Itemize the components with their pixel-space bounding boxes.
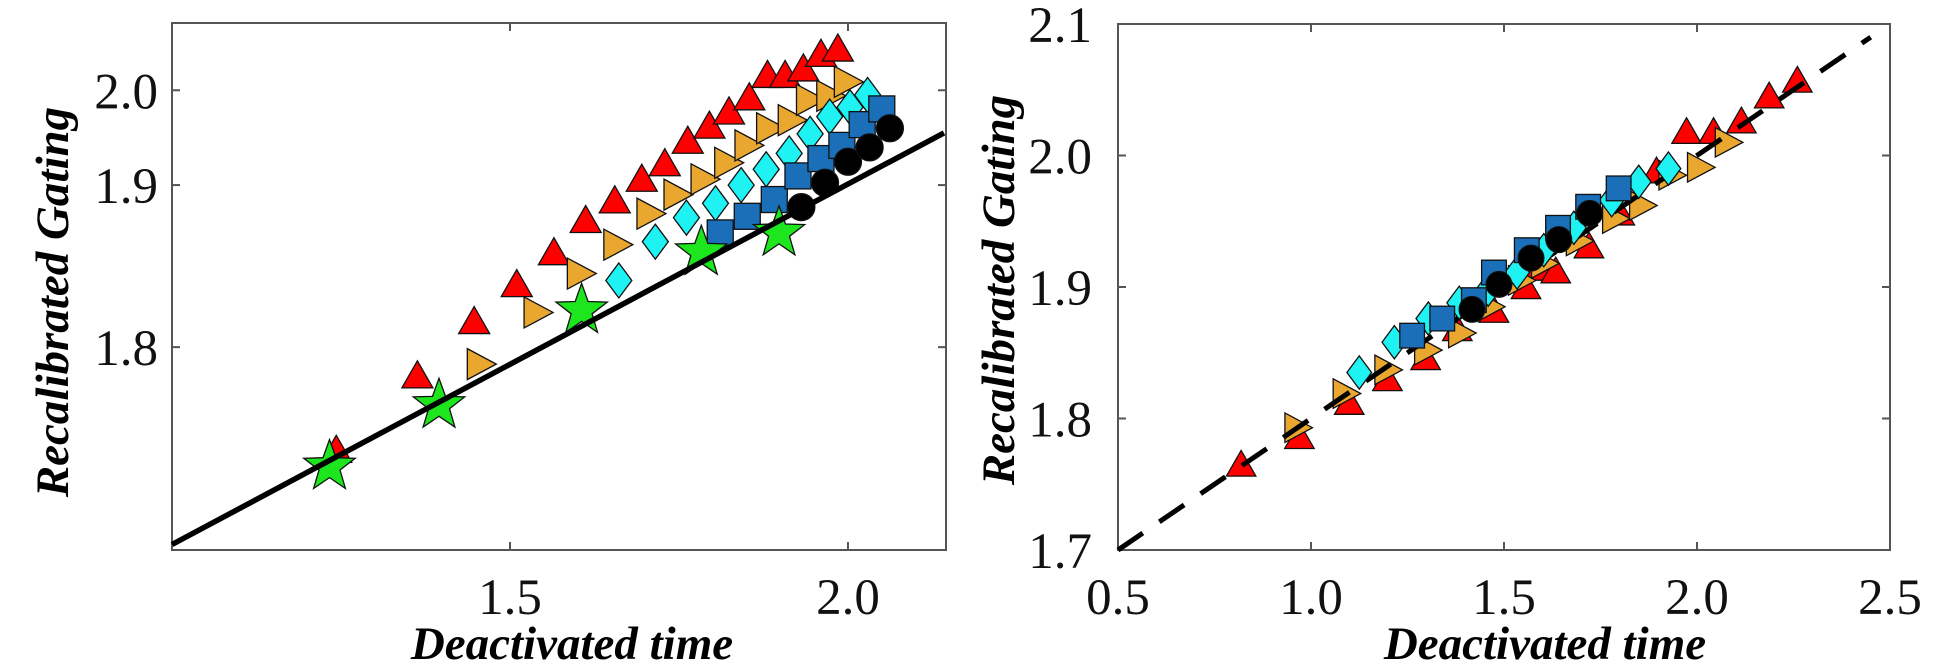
star-marker <box>554 281 610 334</box>
triangle-up-marker <box>1781 65 1814 93</box>
triangle-right-marker <box>1447 317 1478 349</box>
diamond-marker <box>672 199 701 237</box>
y-tick-label: 2.1 <box>1028 0 1092 54</box>
triangle-right-marker <box>755 111 787 145</box>
square-marker <box>733 202 761 230</box>
triangle-right-marker <box>833 65 865 99</box>
y-tick-label: 1.8 <box>1028 393 1092 449</box>
triangle-up-marker <box>537 236 571 266</box>
left-axis-ticks <box>172 23 946 550</box>
circle-marker <box>875 114 905 143</box>
x-tick-label: 1.5 <box>478 570 542 626</box>
circle-marker <box>833 147 863 176</box>
triangle-up-marker <box>692 109 727 139</box>
diamond-marker <box>727 166 755 204</box>
triangle-right-marker <box>1686 151 1717 184</box>
triangle-up-marker <box>1753 80 1786 109</box>
triangle-up-marker <box>786 52 820 82</box>
right-axis-ticks <box>1118 24 1890 550</box>
triangle-up-marker <box>500 268 534 298</box>
right-y-axis-title: Recalibrated Gating <box>973 95 1025 486</box>
left-data-series <box>170 32 946 547</box>
star-marker <box>301 437 358 490</box>
y-tick-label: 2.0 <box>1028 130 1092 186</box>
diamond-marker <box>701 184 730 222</box>
circle-marker <box>1458 295 1486 323</box>
triangle-right-marker <box>714 146 746 180</box>
triangle-up-marker <box>1539 255 1572 284</box>
square-marker <box>1399 322 1426 349</box>
circle-marker <box>1545 226 1573 254</box>
square-marker <box>706 219 734 247</box>
triangle-up-marker <box>1670 116 1703 145</box>
left-tick-labels: 1.5 2.0 1.8 1.9 2.0 <box>94 64 880 626</box>
diamond-marker <box>752 150 780 188</box>
right-x-axis-title: Deactivated time <box>1383 618 1706 670</box>
triangle-up-marker <box>648 147 682 177</box>
triangle-right-marker <box>603 228 635 262</box>
circle-marker <box>1576 199 1604 227</box>
triangle-right-marker <box>466 347 498 381</box>
right-scatter-chart: 0.5 1.0 1.5 2.0 2.5 1.7 1.8 1.9 2.0 2.1 Deactivat… <box>973 0 1922 670</box>
triangle-up-marker <box>569 204 603 234</box>
triangle-right-marker <box>690 162 722 196</box>
triangle-right-marker <box>636 197 668 231</box>
triangle-up-marker <box>732 81 766 111</box>
triangle-up-marker <box>821 32 855 62</box>
y-tick-label: 1.7 <box>1028 524 1092 580</box>
series-circle <box>1458 199 1604 323</box>
diamond-marker <box>1655 150 1682 187</box>
square-marker <box>1605 175 1632 202</box>
triangle-up-marker <box>598 184 632 214</box>
diamond-marker <box>1346 354 1373 391</box>
series-triangle-right <box>466 65 865 381</box>
y-tick-label: 1.9 <box>1028 261 1092 317</box>
x-tick-label: 0.5 <box>1086 570 1150 626</box>
x-tick-label: 1.0 <box>1279 570 1343 626</box>
right-data-series <box>1116 35 1873 553</box>
star-marker <box>751 203 807 257</box>
triangle-right-marker <box>1374 354 1404 386</box>
y-tick-label: 1.8 <box>94 321 158 377</box>
square-marker <box>1429 305 1456 332</box>
diamond-marker <box>641 223 670 261</box>
y-tick-label: 1.9 <box>94 159 158 215</box>
x-tick-label: 2.0 <box>816 570 880 626</box>
x-tick-label: 1.5 <box>1472 570 1536 626</box>
triangle-up-marker <box>457 305 491 335</box>
triangle-up-marker <box>400 359 435 389</box>
x-tick-label: 2.5 <box>1858 570 1922 626</box>
triangle-right-marker <box>566 256 598 291</box>
triangle-right-marker <box>663 178 695 212</box>
triangle-right-marker <box>1628 189 1659 222</box>
triangle-up-marker <box>625 162 659 192</box>
triangle-right-marker <box>734 128 766 162</box>
fit-line <box>170 130 946 547</box>
triangle-right-marker <box>777 103 809 137</box>
square-marker <box>784 162 812 190</box>
left-scatter-chart: 1.5 2.0 1.8 1.9 2.0 Deactivated time Recalib… <box>27 22 947 670</box>
circle-marker <box>1517 244 1545 272</box>
x-tick-label: 2.0 <box>1665 570 1729 626</box>
triangle-up-marker <box>712 95 746 125</box>
triangle-right-marker <box>523 295 555 330</box>
triangle-right-marker <box>795 83 827 117</box>
left-y-axis-title: Recalibrated Gating <box>27 107 79 498</box>
triangle-up-marker <box>671 124 705 154</box>
diamond-marker <box>605 261 633 300</box>
left-plot-frame <box>171 22 947 551</box>
square-marker <box>760 185 788 214</box>
right-tick-labels: 0.5 1.0 1.5 2.0 2.5 1.7 1.8 1.9 2.0 2.1 <box>1028 0 1922 626</box>
left-x-axis-title: Deactivated time <box>410 618 733 670</box>
circle-marker <box>1485 270 1513 298</box>
circle-marker <box>855 133 884 162</box>
y-tick-label: 2.0 <box>94 64 158 120</box>
